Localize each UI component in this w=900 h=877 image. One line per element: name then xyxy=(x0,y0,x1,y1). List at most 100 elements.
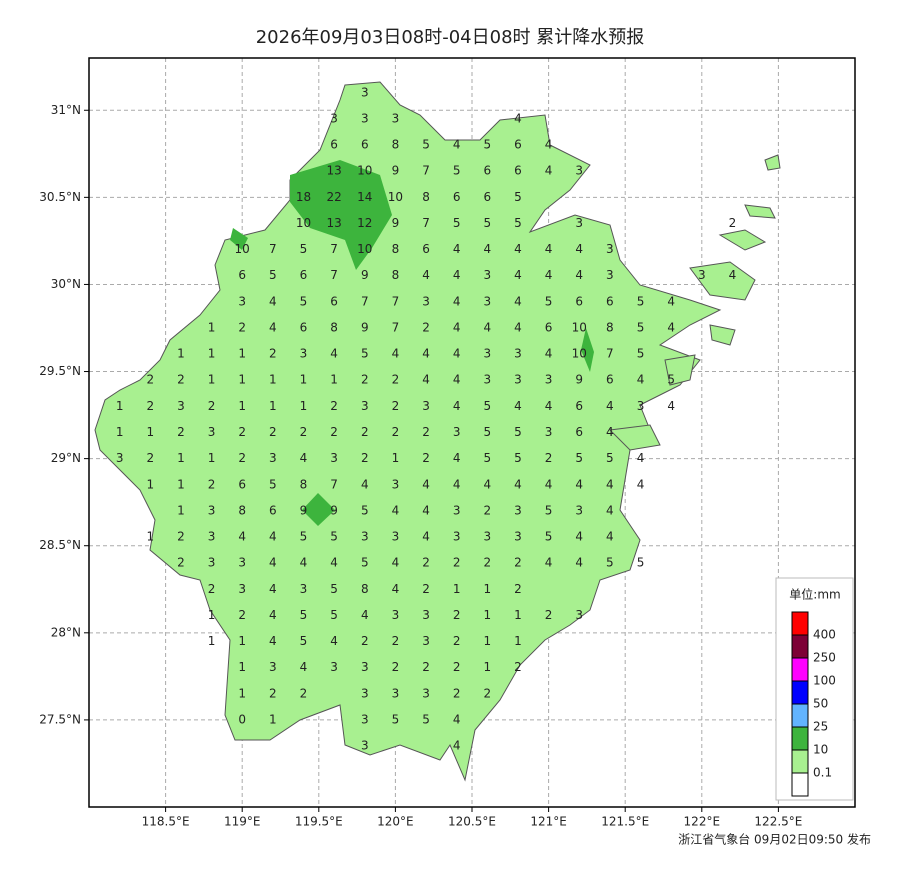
grid-value: 8 xyxy=(300,477,308,491)
grid-value: 3 xyxy=(269,451,277,465)
grid-value: 7 xyxy=(361,294,369,308)
grid-value: 4 xyxy=(453,739,461,753)
grid-value: 5 xyxy=(453,164,461,178)
grid-value: 5 xyxy=(637,294,645,308)
area-10mm xyxy=(230,228,248,250)
grid-value: 2 xyxy=(453,686,461,700)
grid-value: 3 xyxy=(269,660,277,674)
x-tick-label: 121.5°E xyxy=(601,815,649,829)
grid-value: 5 xyxy=(422,138,430,152)
grid-value: 3 xyxy=(361,399,369,413)
grid-value: 3 xyxy=(392,111,400,125)
grid-value: 1 xyxy=(483,582,491,596)
grid-value: 2 xyxy=(238,451,246,465)
grid-value: 6 xyxy=(269,503,277,517)
grid-value: 9 xyxy=(361,320,369,334)
grid-value: 1 xyxy=(177,477,185,491)
grid-value: 5 xyxy=(330,608,338,622)
grid-value: 2 xyxy=(177,556,185,570)
x-tick-label: 122°E xyxy=(684,815,721,829)
grid-value: 5 xyxy=(361,503,369,517)
grid-value: 1 xyxy=(330,373,338,387)
grid-value: 4 xyxy=(269,294,277,308)
grid-value: 3 xyxy=(392,608,400,622)
legend-swatch xyxy=(791,726,809,751)
grid-value: 4 xyxy=(453,347,461,361)
grid-value: 4 xyxy=(575,556,583,570)
grid-value: 4 xyxy=(575,530,583,544)
grid-value: 5 xyxy=(330,530,338,544)
y-tick-label: 28.5°N xyxy=(39,538,81,552)
island xyxy=(709,324,736,346)
grid-value: 4 xyxy=(545,556,553,570)
grid-value: 2 xyxy=(300,686,308,700)
grid-value: 3 xyxy=(453,503,461,517)
y-tick-label: 29°N xyxy=(51,451,81,465)
grid-value: 2 xyxy=(208,477,216,491)
grid-value: 1 xyxy=(300,373,308,387)
grid-value: 4 xyxy=(269,582,277,596)
grid-value: 7 xyxy=(422,164,430,178)
grid-value: 3 xyxy=(238,556,246,570)
grid-value: 12 xyxy=(357,216,372,230)
grid-value: 3 xyxy=(361,530,369,544)
grid-value: 2 xyxy=(361,425,369,439)
grid-value: 1 xyxy=(146,425,154,439)
grid-value: 2 xyxy=(177,425,185,439)
grid-value: 1 xyxy=(146,477,154,491)
grid-value: 1 xyxy=(208,320,216,334)
grid-value: 1 xyxy=(269,712,277,726)
grid-value: 3 xyxy=(483,268,491,282)
grid-value: 1 xyxy=(208,634,216,648)
grid-value: 2 xyxy=(422,451,430,465)
grid-value: 6 xyxy=(238,268,246,282)
grid-value: 2 xyxy=(238,320,246,334)
grid-value: 4 xyxy=(269,634,277,648)
grid-value: 4 xyxy=(453,242,461,256)
grid-value: 6 xyxy=(514,138,522,152)
grid-value: 4 xyxy=(453,399,461,413)
grid-value: 7 xyxy=(269,242,277,256)
area-10mm xyxy=(581,328,594,372)
grid-value: 5 xyxy=(606,556,614,570)
grid-value: 7 xyxy=(606,347,614,361)
grid-value: 2 xyxy=(146,451,154,465)
grid-value: 2 xyxy=(361,634,369,648)
grid-value: 9 xyxy=(330,503,338,517)
grid-value: 2 xyxy=(545,451,553,465)
grid-value: 2 xyxy=(422,582,430,596)
grid-value: 10 xyxy=(357,242,372,256)
y-tick-label: 29.5°N xyxy=(39,364,81,378)
x-tick-label: 119°E xyxy=(224,815,261,829)
province xyxy=(94,81,781,782)
grid-value: 2 xyxy=(300,425,308,439)
grid-value: 4 xyxy=(453,294,461,308)
y-tick-label: 27.5°N xyxy=(39,712,81,726)
grid-value: 2 xyxy=(392,660,400,674)
grid-value: 2 xyxy=(177,373,185,387)
grid-value: 10 xyxy=(235,242,250,256)
grid-value: 10 xyxy=(357,164,372,178)
grid-value: 1 xyxy=(269,399,277,413)
grid-value: 5 xyxy=(483,399,491,413)
grid-value: 1 xyxy=(238,634,246,648)
grid-value: 2 xyxy=(483,503,491,517)
grid-value: 2 xyxy=(514,582,522,596)
grid-value: 3 xyxy=(392,530,400,544)
grid-value: 3 xyxy=(514,373,522,387)
grid-value: 1 xyxy=(208,451,216,465)
grid-value: 3 xyxy=(514,347,522,361)
legend-label: 0.1 xyxy=(813,766,832,780)
grid-value: 5 xyxy=(606,451,614,465)
legend-label: 10 xyxy=(813,743,828,757)
grid-value: 4 xyxy=(514,294,522,308)
grid-value: 4 xyxy=(300,660,308,674)
grid-value: 3 xyxy=(238,582,246,596)
grid-value: 6 xyxy=(606,294,614,308)
grid-value: 1 xyxy=(146,530,154,544)
grid-value: 5 xyxy=(361,347,369,361)
grid-value: 5 xyxy=(637,320,645,334)
grid-value: 4 xyxy=(514,399,522,413)
x-tick-label: 120°E xyxy=(377,815,414,829)
grid-value: 6 xyxy=(483,164,491,178)
